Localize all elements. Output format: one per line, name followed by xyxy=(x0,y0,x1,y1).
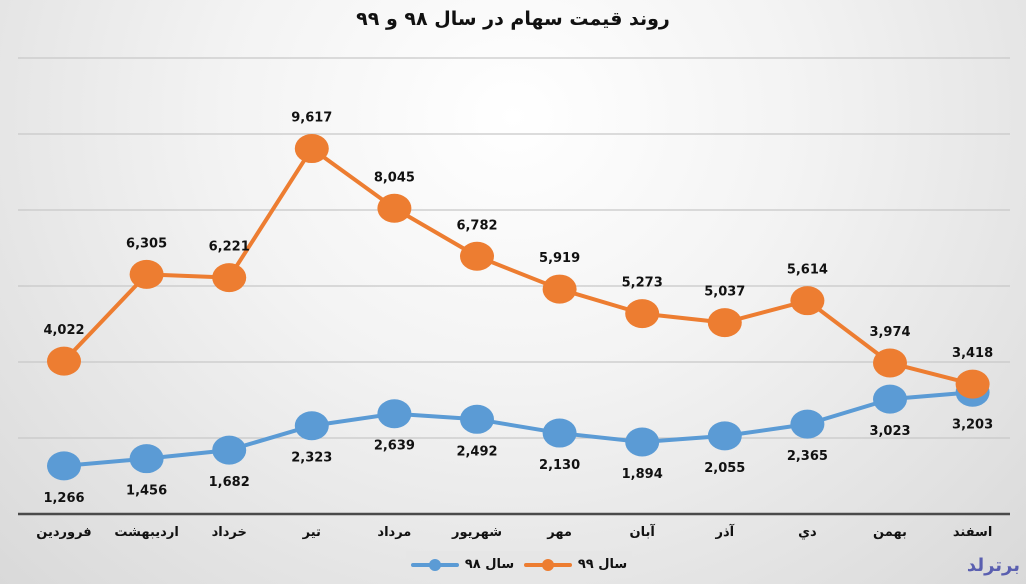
chart-title: روند قیمت سهام در سال ۹۸ و ۹۹ xyxy=(356,8,670,30)
data-label: 3,974 xyxy=(869,325,910,340)
data-point xyxy=(377,399,412,429)
series-line xyxy=(62,146,974,387)
data-point xyxy=(625,299,660,329)
data-point xyxy=(460,241,494,271)
x-tick-label: فروردین xyxy=(36,525,91,540)
data-label: 3,023 xyxy=(869,424,910,439)
data-label: 5,037 xyxy=(704,285,745,300)
data-point xyxy=(460,404,494,434)
data-label: 9,617 xyxy=(291,111,332,126)
data-point xyxy=(47,451,81,481)
data-point xyxy=(707,421,742,451)
series-line xyxy=(63,390,973,468)
data-label: 2,055 xyxy=(704,461,745,476)
legend-label-98: سال ۹۸ xyxy=(464,557,515,572)
data-label: 8,045 xyxy=(374,170,415,185)
x-tick-label: آذر xyxy=(714,523,734,540)
data-label: 4,022 xyxy=(43,323,84,338)
data-point xyxy=(47,346,81,376)
data-label: 3,418 xyxy=(952,346,993,361)
x-tick-label: مهر xyxy=(546,525,572,540)
chart-legend: سال ۹۹ سال ۹۸ xyxy=(406,551,632,578)
data-label: 5,273 xyxy=(622,276,663,291)
data-point xyxy=(212,263,247,293)
data-point xyxy=(955,369,990,399)
data-label: 2,365 xyxy=(787,449,828,464)
data-label: 2,492 xyxy=(456,444,497,459)
x-tick-label: آبان xyxy=(630,523,656,540)
data-point xyxy=(873,348,907,378)
legend-item-99: سال ۹۹ xyxy=(523,557,628,572)
x-tick-label: تیر xyxy=(302,525,321,540)
data-label: 1,682 xyxy=(209,475,250,490)
data-point xyxy=(790,286,825,316)
x-tick-label: خرداد xyxy=(212,525,247,540)
data-label: 5,919 xyxy=(539,251,580,266)
data-point xyxy=(873,384,907,414)
x-tick-label: شهریور xyxy=(451,525,502,540)
data-point xyxy=(707,308,742,338)
legend-marker-99-icon xyxy=(523,558,572,571)
data-point xyxy=(542,274,577,304)
data-label: 5,614 xyxy=(787,263,828,278)
data-label: 2,639 xyxy=(374,439,415,454)
data-label: 1,456 xyxy=(126,484,167,499)
x-tick-label: بهمن xyxy=(873,525,907,540)
data-label: 6,305 xyxy=(126,236,167,251)
data-label: 1,266 xyxy=(43,491,84,506)
x-tick-label: مرداد xyxy=(377,525,411,540)
data-label: 3,203 xyxy=(952,417,993,432)
data-point xyxy=(294,134,329,164)
data-label: 1,894 xyxy=(622,467,663,482)
data-label: 2,130 xyxy=(539,458,580,473)
x-tick-label: اسفند xyxy=(953,525,992,540)
data-point xyxy=(129,444,164,474)
legend-item-98: سال ۹۸ xyxy=(410,557,515,572)
data-point xyxy=(294,411,329,441)
data-point xyxy=(790,409,825,439)
data-point xyxy=(212,435,247,465)
legend-label-99: سال ۹۹ xyxy=(577,557,628,572)
x-tick-label: دي xyxy=(798,525,817,540)
data-point xyxy=(542,418,577,448)
brand-logo: برترلد xyxy=(966,555,1020,576)
data-label: 6,221 xyxy=(209,240,250,255)
data-point xyxy=(625,427,660,457)
data-label: 2,323 xyxy=(291,451,332,466)
legend-marker-98-icon xyxy=(410,558,459,571)
x-tick-label: اردیبهشت xyxy=(114,525,178,540)
data-label: 6,782 xyxy=(456,218,497,233)
data-point xyxy=(377,193,412,223)
data-point xyxy=(129,259,164,289)
